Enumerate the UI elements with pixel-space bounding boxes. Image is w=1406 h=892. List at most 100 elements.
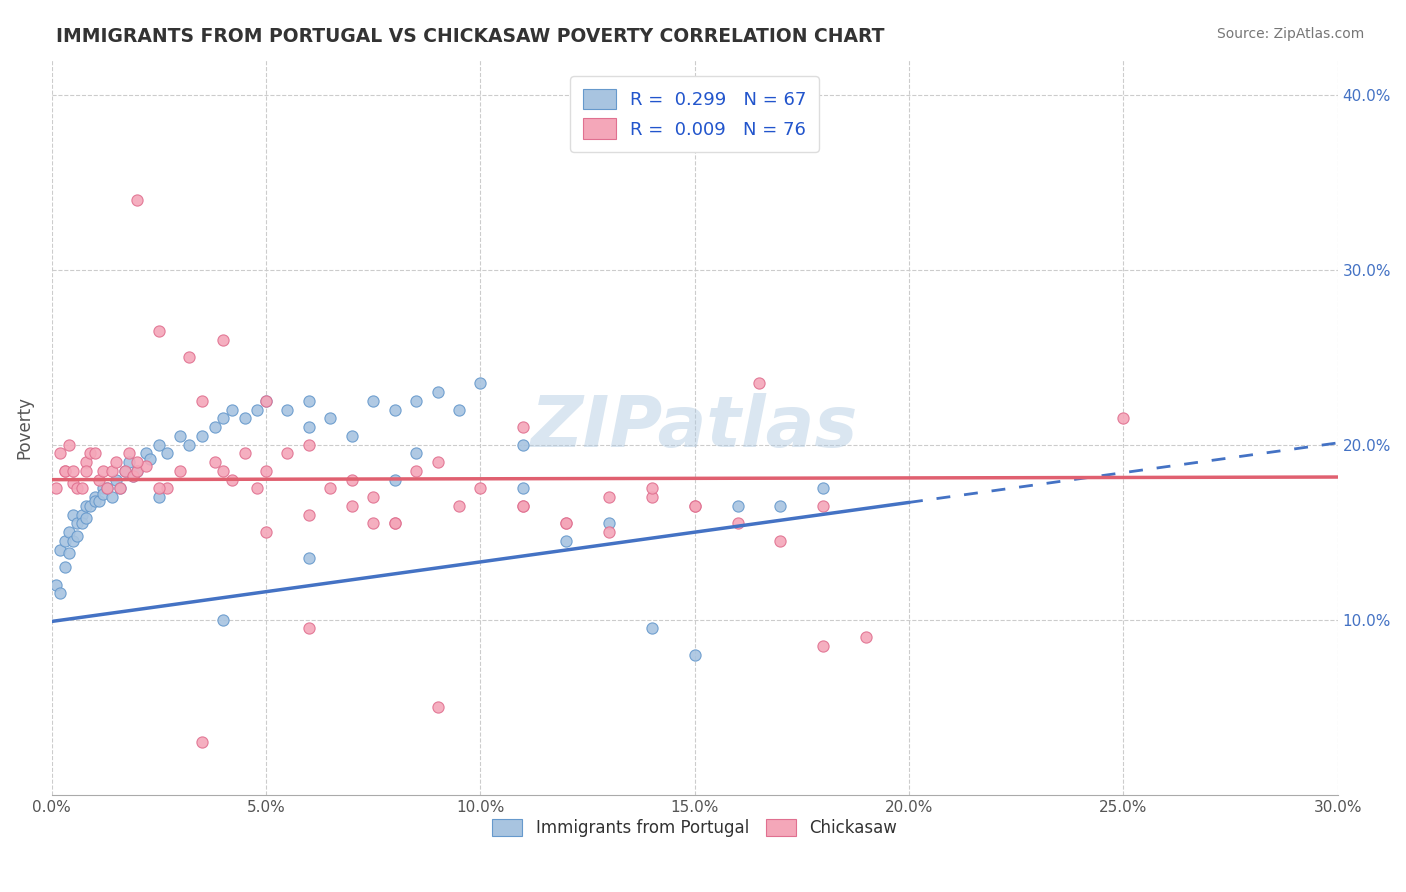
Point [683, 499, 706, 513]
Point [114, 464, 136, 478]
Point [49, 446, 72, 460]
Point [555, 516, 578, 531]
Text: IMMIGRANTS FROM PORTUGAL VS CHICKASAW POVERTY CORRELATION CHART: IMMIGRANTS FROM PORTUGAL VS CHICKASAW PO… [56, 27, 884, 45]
Point [233, 411, 256, 425]
Point [447, 402, 470, 417]
Point [512, 499, 534, 513]
Point [598, 525, 620, 540]
Point [45, 482, 67, 496]
Point [555, 533, 578, 548]
Point [58, 525, 80, 540]
Point [66, 482, 89, 496]
Point [813, 639, 835, 653]
Point [555, 516, 578, 531]
Point [447, 499, 470, 513]
Point [212, 411, 235, 425]
Point [340, 499, 363, 513]
Point [53, 464, 76, 478]
Point [45, 577, 67, 591]
Point [127, 464, 149, 478]
Point [49, 586, 72, 600]
Point [75, 464, 97, 478]
Point [96, 482, 118, 496]
Point [191, 429, 214, 443]
Point [148, 482, 170, 496]
Point [512, 437, 534, 451]
Point [641, 482, 664, 496]
Point [221, 402, 243, 417]
Point [122, 469, 145, 483]
Point [298, 508, 321, 522]
Point [340, 473, 363, 487]
Point [58, 546, 80, 560]
Point [191, 393, 214, 408]
Point [233, 446, 256, 460]
Point [148, 490, 170, 504]
Point [58, 437, 80, 451]
Point [53, 560, 76, 574]
Point [470, 482, 492, 496]
Point [83, 493, 105, 508]
Point [276, 446, 298, 460]
Point [598, 516, 620, 531]
Point [319, 482, 342, 496]
Point [426, 700, 449, 714]
Point [118, 446, 141, 460]
Point [769, 533, 792, 548]
Point [769, 499, 792, 513]
Point [66, 529, 89, 543]
Point [83, 490, 105, 504]
Point [105, 473, 128, 487]
Point [70, 508, 93, 522]
Point [127, 455, 149, 469]
Point [340, 429, 363, 443]
Point [105, 455, 128, 469]
Point [405, 393, 427, 408]
Point [683, 648, 706, 662]
Point [512, 482, 534, 496]
Point [96, 482, 118, 496]
Point [66, 516, 89, 531]
Point [204, 420, 226, 434]
Point [87, 493, 110, 508]
Point [100, 464, 122, 478]
Point [361, 516, 384, 531]
Point [298, 420, 321, 434]
Point [49, 542, 72, 557]
Point [53, 533, 76, 548]
Point [384, 516, 406, 531]
Point [254, 393, 277, 408]
Point [727, 516, 749, 531]
Point [683, 499, 706, 513]
Point [100, 490, 122, 504]
Point [62, 508, 84, 522]
Point [254, 464, 277, 478]
Point [87, 473, 110, 487]
Point [212, 613, 235, 627]
Point [221, 473, 243, 487]
Point [384, 516, 406, 531]
Text: Source: ZipAtlas.com: Source: ZipAtlas.com [1216, 27, 1364, 41]
Point [53, 464, 76, 478]
Point [298, 622, 321, 636]
Point [855, 630, 877, 644]
Point [512, 499, 534, 513]
Point [79, 499, 101, 513]
Point [361, 393, 384, 408]
Point [384, 402, 406, 417]
Point [426, 385, 449, 400]
Point [405, 446, 427, 460]
Point [83, 446, 105, 460]
Point [91, 482, 114, 496]
Point [1112, 411, 1135, 425]
Point [405, 464, 427, 478]
Point [748, 376, 770, 391]
Point [62, 464, 84, 478]
Point [512, 420, 534, 434]
Point [70, 516, 93, 531]
Point [319, 411, 342, 425]
Point [177, 350, 200, 364]
Point [91, 464, 114, 478]
Point [148, 324, 170, 338]
Point [114, 464, 136, 478]
